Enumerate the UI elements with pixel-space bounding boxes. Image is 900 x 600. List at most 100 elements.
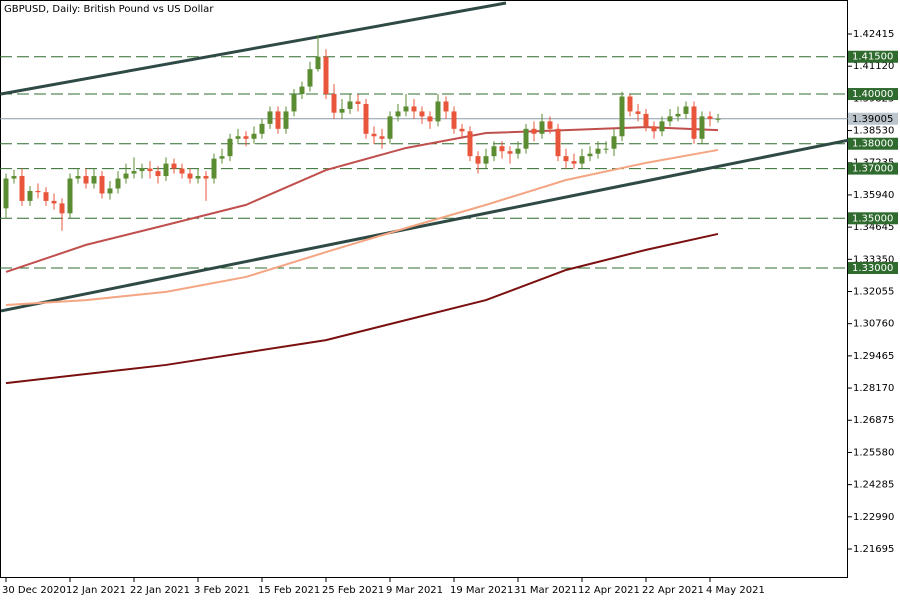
trendline [0,1,507,96]
candle-body [339,108,345,113]
candle-body [427,116,433,122]
level-label: 1.41500 [852,52,893,63]
x-tick-label: 19 Mar 2021 [450,585,513,596]
x-tick-label: 15 Feb 2021 [258,585,320,596]
candle-body [491,146,497,157]
candle-body [59,203,65,214]
candle-body [699,116,705,139]
candle-body [531,128,537,134]
candle-body [603,148,609,150]
candle-body [315,56,321,70]
chart-title: GBPUSD, Daily: British Pound vs US Dolla… [4,4,214,15]
candle-body [107,188,113,194]
candle-body [35,190,41,193]
candle-body [219,156,225,159]
candle-body [539,121,545,134]
level-label-bg [848,212,898,225]
x-tick-label: 12 Apr 2021 [578,585,640,596]
candle-body [307,69,313,87]
level-label: 1.38000 [852,139,893,150]
x-tick-label: 22 Jan 2021 [130,585,190,596]
candle-body [595,148,601,154]
moving-average [5,148,719,307]
x-tick-label: 3 Feb 2021 [194,585,250,596]
moving-average [5,232,719,385]
candle-body [555,128,561,157]
candle-body [483,156,489,164]
candle-body [707,116,713,119]
candle-body [163,163,169,177]
candle-body [171,163,177,169]
candle-body [547,121,553,129]
y-tick-label: 1.32055 [853,286,894,297]
candle-body [587,153,593,157]
candle-body [467,131,473,157]
plot-area [0,1,848,385]
candle-body [91,176,97,184]
y-tick-label: 1.42415 [853,29,894,40]
candle-body [99,176,105,194]
candle-body [611,136,617,149]
candle-body [387,116,393,139]
y-tick-label: 1.26875 [853,415,894,426]
candle-body [363,103,369,134]
moving-average [5,126,719,273]
candle-body [347,101,353,109]
level-label-bg [848,50,898,63]
candle-body [83,176,89,184]
candle-body [147,168,153,172]
candle-body [283,111,289,129]
y-tick-label: 1.22990 [853,512,894,523]
candle-body [51,200,57,204]
x-tick-label: 9 Mar 2021 [386,585,443,596]
level-label: 1.35000 [852,213,893,224]
y-tick-label: 1.24285 [853,480,894,491]
candle-body [499,146,505,152]
candle-body [715,118,721,120]
x-tick-label: 4 May 2021 [706,585,765,596]
candle-body [19,176,25,201]
candle-body [235,136,241,139]
candle-body [299,86,305,95]
candle-body [635,111,641,114]
candle-body [291,94,297,112]
candle-body [675,113,681,117]
candle-body [259,123,265,134]
candle-body [571,161,577,164]
candle-body [275,111,281,129]
y-tick-label: 1.35940 [853,190,894,201]
candle-body [371,133,377,137]
level-label-bg [848,262,898,275]
candle-body [187,173,193,179]
candle-body [683,106,689,114]
candle-body [651,126,657,132]
y-tick-label: 1.34645 [853,222,894,233]
level-label-bg [848,162,898,175]
candle-body [515,148,521,154]
candle-body [459,128,465,132]
candle-body [355,101,361,104]
candle-body [3,178,9,209]
axes: 1.424151.411201.398251.385301.372351.359… [2,29,898,596]
candle-body [627,96,633,112]
candle-body [115,178,121,189]
candle-body [475,156,481,164]
candle-body [195,176,201,179]
candle-body [131,171,137,174]
candle-body [331,94,337,113]
x-tick-label: 30 Dec 2020 [2,585,66,596]
candle-body [139,168,145,172]
candle-body [267,111,273,124]
candle-body [659,121,665,132]
candle-body [411,106,417,112]
y-tick-label: 1.28170 [853,383,894,394]
candle-body [619,96,625,137]
candle-body [563,156,569,162]
candle-body [451,111,457,129]
candle-body [155,171,161,177]
level-label: 1.37000 [852,164,893,175]
plot-frame [0,0,848,578]
y-tick-label: 1.33350 [853,254,894,265]
